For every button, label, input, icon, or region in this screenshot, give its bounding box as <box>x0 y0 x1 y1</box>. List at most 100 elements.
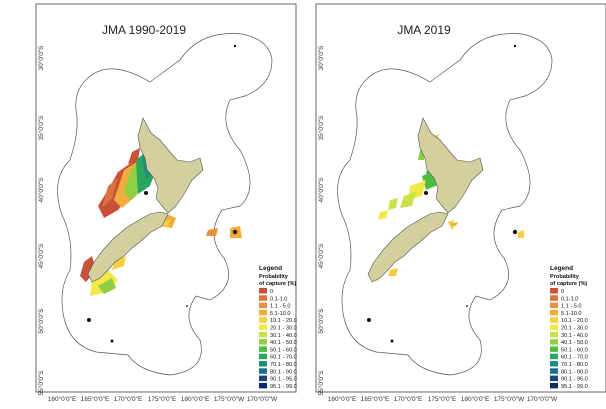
legend-label: 90.1 - 95.0 <box>561 377 588 383</box>
svg-text:175°0'0"E: 175°0'0"E <box>148 395 177 403</box>
legend-label: 1.1 - 5.0 <box>561 304 582 310</box>
legend-swatch <box>550 346 558 352</box>
svg-text:170°0'0"W: 170°0'0"W <box>527 395 558 403</box>
legend: Legend Probability of capture (%) 00.1-1… <box>259 265 297 390</box>
svg-text:180°0'0"E: 180°0'0"E <box>461 395 490 403</box>
legend-title: Legend <box>550 265 573 272</box>
legend-label: 40.1 - 50.0 <box>561 340 588 346</box>
legend-swatch <box>259 346 267 352</box>
svg-text:55°0'0"S: 55°0'0"S <box>317 370 325 396</box>
legend-swatch <box>550 382 558 389</box>
svg-text:45°0'0"S: 45°0'0"S <box>37 243 45 269</box>
svg-text:160°0'0"E: 160°0'0"E <box>328 395 357 403</box>
legend-swatch <box>259 288 267 294</box>
legend-swatch <box>259 339 267 345</box>
legend-subtitle: of capture (%) <box>259 281 296 287</box>
legend-swatch <box>259 309 267 316</box>
legend-label: 0 <box>270 289 273 295</box>
legend-label: 5.1-10.0 <box>270 311 291 317</box>
svg-text:50°0'0"S: 50°0'0"S <box>317 308 325 334</box>
legend-label: 20.1 - 30.0 <box>561 326 588 332</box>
legend-label: 60.1 - 70.0 <box>270 355 297 361</box>
legend-label: 70.1 - 80.0 <box>561 362 588 368</box>
latitude-labels: 30°0'0"S 35°0'0"S 40°0'0"S 45°0'0"S 50°0… <box>317 45 325 396</box>
map-title: JMA 1990-2019 <box>102 23 186 37</box>
legend-label: 95.1 - 99.0 <box>270 384 297 390</box>
svg-text:40°0'0"S: 40°0'0"S <box>317 177 325 203</box>
legend-label: 50.1 - 60.0 <box>270 347 297 353</box>
legend-label: 0.1-1.0 <box>270 296 287 302</box>
map-title: JMA 2019 <box>397 23 451 37</box>
legend-label: 70.1 - 80.0 <box>270 362 297 368</box>
outlying-islands <box>367 44 518 343</box>
legend-label: 1.1 - 5.0 <box>270 304 291 310</box>
legend-swatch <box>550 339 558 345</box>
svg-text:170°0'0"E: 170°0'0"E <box>114 395 143 403</box>
legend-label: 60.1 - 70.0 <box>561 355 588 361</box>
legend-swatch <box>259 361 267 367</box>
legend-swatch <box>259 375 267 382</box>
legend-label: 80.1 - 90.0 <box>270 369 297 375</box>
legend-title: Legend <box>259 265 282 272</box>
legend: Legend Probability of capture (%) 00.1-1… <box>550 265 588 390</box>
legend-subtitle: Probability <box>259 274 289 280</box>
longitude-labels: 160°0'0"E 165°0'0"E 170°0'0"E 175°0'0"E … <box>328 395 558 403</box>
legend-label: 0 <box>561 289 564 295</box>
svg-text:55°0'0"S: 55°0'0"S <box>37 370 45 396</box>
legend-label: 0.1-1.0 <box>561 296 578 302</box>
svg-text:35°0'0"S: 35°0'0"S <box>317 115 325 141</box>
legend-label: 20.1 - 30.0 <box>270 326 297 332</box>
legend-swatch <box>259 331 267 338</box>
svg-text:165°0'0"E: 165°0'0"E <box>81 395 110 403</box>
legend-label: 90.1 - 95.0 <box>270 377 297 383</box>
legend-swatch <box>259 295 267 301</box>
svg-text:175°0'0"W: 175°0'0"W <box>214 395 245 403</box>
legend-subtitle: Probability <box>550 274 580 280</box>
legend-swatch <box>550 288 558 294</box>
legend-swatch <box>550 331 558 338</box>
legend-swatch <box>259 382 267 389</box>
longitude-labels: 160°0'0"E 165°0'0"E 170°0'0"E 175°0'0"E … <box>48 395 278 403</box>
legend-swatch <box>550 324 558 330</box>
legend-label: 95.1 - 99.0 <box>561 384 588 390</box>
legend-label: 10.1 - 20.0 <box>270 318 297 324</box>
svg-text:45°0'0"S: 45°0'0"S <box>317 243 325 269</box>
legend-label: 5.1-10.0 <box>561 311 582 317</box>
legend-label: 10.1 - 20.0 <box>561 318 588 324</box>
legend-swatch <box>259 353 267 360</box>
map-panel-right: JMA 2019 <box>315 3 606 403</box>
legend-swatch <box>259 317 267 323</box>
legend-swatch <box>550 295 558 301</box>
legend-label: 40.1 - 50.0 <box>270 340 297 346</box>
svg-text:170°0'0"E: 170°0'0"E <box>394 395 423 403</box>
legend-swatch <box>550 302 558 309</box>
legend-swatch <box>259 324 267 330</box>
legend-swatch <box>259 302 267 309</box>
svg-text:175°0'0"W: 175°0'0"W <box>494 395 525 403</box>
outlying-islands <box>87 44 238 343</box>
legend-label: 30.1 - 40.0 <box>270 333 297 339</box>
svg-text:175°0'0"E: 175°0'0"E <box>428 395 457 403</box>
legend-swatch <box>550 368 558 374</box>
latitude-labels: 30°0'0"S 35°0'0"S 40°0'0"S 45°0'0"S 50°0… <box>37 45 45 396</box>
svg-text:50°0'0"S: 50°0'0"S <box>37 308 45 334</box>
legend-label: 50.1 - 60.0 <box>561 347 588 353</box>
legend-swatch <box>550 353 558 360</box>
legend-swatch <box>259 368 267 374</box>
svg-text:35°0'0"S: 35°0'0"S <box>37 115 45 141</box>
svg-text:170°0'0"W: 170°0'0"W <box>247 395 278 403</box>
svg-text:30°0'0"S: 30°0'0"S <box>37 45 45 71</box>
svg-text:165°0'0"E: 165°0'0"E <box>361 395 390 403</box>
legend-swatch <box>550 309 558 316</box>
legend-label: 80.1 - 90.0 <box>561 369 588 375</box>
svg-text:30°0'0"S: 30°0'0"S <box>317 45 325 71</box>
legend-swatch <box>550 361 558 367</box>
legend-swatch <box>550 375 558 382</box>
legend-subtitle: of capture (%) <box>550 281 587 287</box>
svg-text:160°0'0"E: 160°0'0"E <box>48 395 77 403</box>
legend-label: 30.1 - 40.0 <box>561 333 588 339</box>
svg-text:40°0'0"S: 40°0'0"S <box>37 177 45 203</box>
map-panel-left: JMA 1990-2019 <box>35 3 297 403</box>
svg-text:180°0'0"E: 180°0'0"E <box>181 395 210 403</box>
